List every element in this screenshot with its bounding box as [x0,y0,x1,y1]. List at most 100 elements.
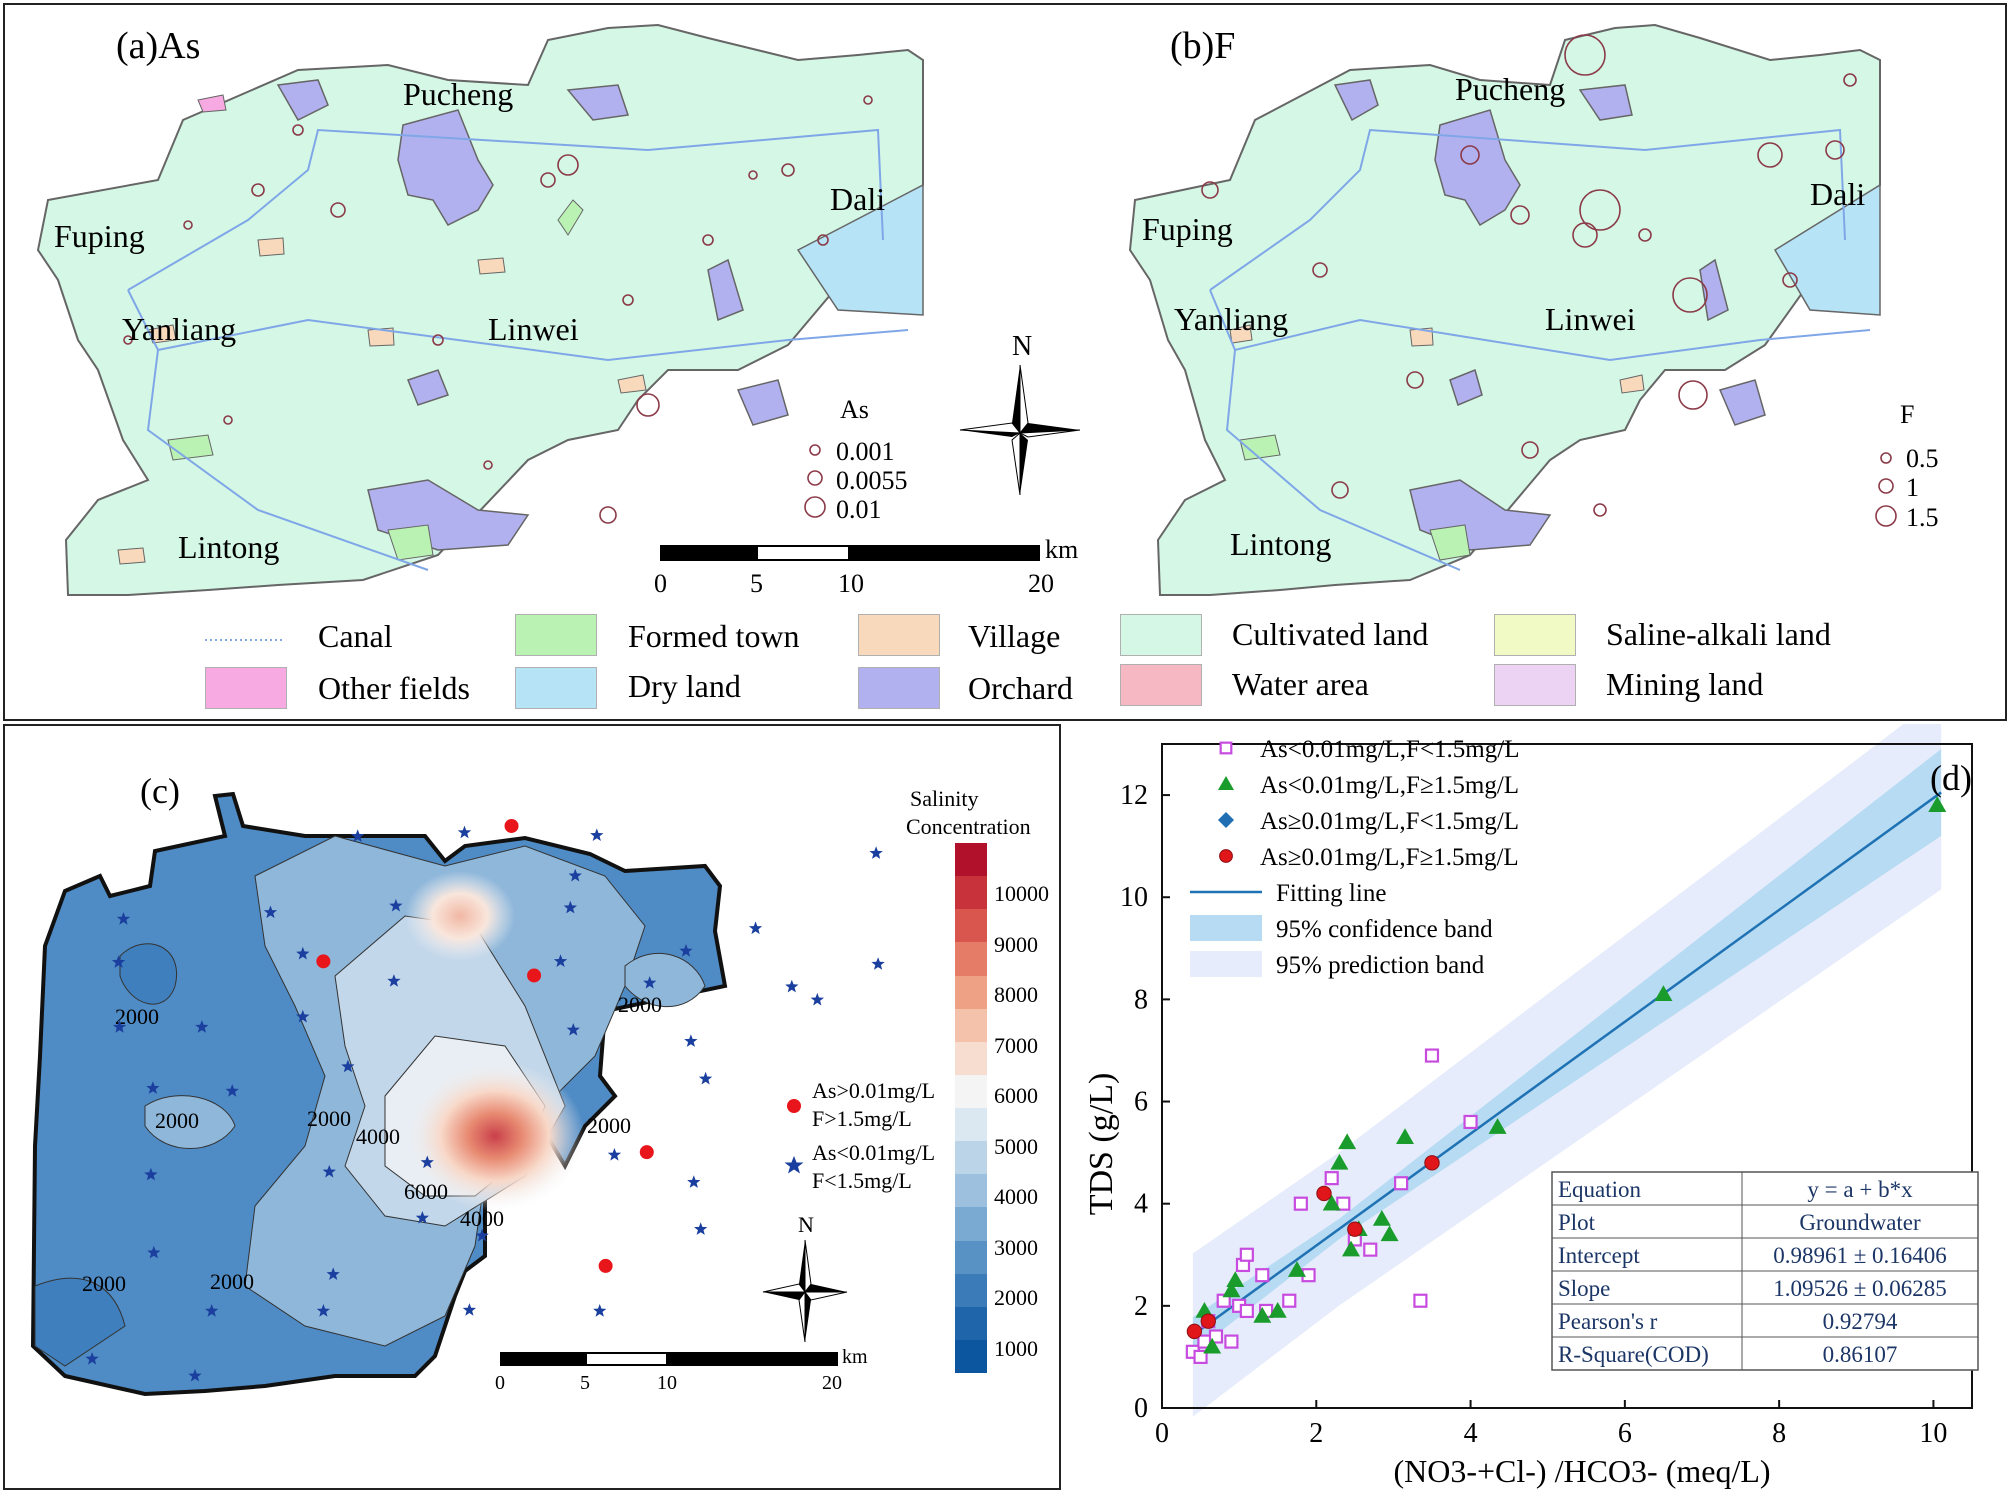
colorbar-ticks: 10000 9000 8000 7000 6000 5000 4000 3000 2000 100… [994,843,1064,1383]
legend-swatch-dry-land [515,667,597,709]
north-arrow: N [762,1212,848,1342]
scalebar-tick: 10 [657,1372,677,1394]
map-a-place-dali: Dali [830,181,885,217]
sample-star-marker [205,1304,219,1317]
legend-label-village: Village [968,618,1061,654]
map-panel-a: (a)As Pucheng Dali Fuping Yanliang Linwe… [36,23,924,596]
contour-label: 2000 [82,1271,126,1296]
high-salinity-core [405,1061,585,1211]
scatter-point [1208,1329,1224,1344]
sample-star-marker [389,898,403,912]
scatter-point [1255,1268,1270,1283]
legend-swatch-village [858,614,940,656]
colorbar-tick-label: 2000 [994,1285,1038,1310]
x-axis-label: (NO3-+Cl-) /HCO3- (meq/L) [1393,1453,1770,1489]
map-a-place-lintong: Lintong [178,529,279,565]
scatter-point [1186,1323,1203,1340]
map-b-size-legend-value: 0.5 [1906,444,1939,473]
sample-star-marker [144,1167,158,1181]
contour-label: 2000 [155,1108,199,1133]
panel-c-frame [3,724,1061,1490]
moderate-salinity-core [405,871,515,961]
map-a-place-yanliang: Yanliang [122,311,236,347]
sample-red-marker [598,1258,613,1273]
x-tick-label: 0 [1155,1418,1169,1449]
legend-swatch-other-fields [205,667,287,709]
map-b-place-lintong: Lintong [1230,526,1331,562]
scalebar-tick: 20 [1028,569,1054,598]
scatter-point [1394,1176,1409,1191]
legend-label-cultivated-land: Cultivated land [1232,616,1429,652]
sample-star-marker [684,1034,698,1047]
stats-table-key: R-Square(COD) [1558,1342,1709,1367]
sample-star-marker [85,1352,99,1365]
map-a-sample-circles [123,95,873,524]
sample-star-marker [147,1245,161,1259]
map-b-region [1128,23,1881,596]
y-tick-label: 10 [1120,882,1148,913]
sample-star-marker [687,1175,701,1188]
colorbar-tick-label: 5000 [994,1133,1038,1159]
scatter-point [1218,776,1234,790]
scalebar-unit: km [1045,535,1079,564]
x-tick-label: 10 [1919,1418,1947,1449]
sample-star-marker [326,1267,340,1280]
scatter-point [1219,849,1233,863]
legend-high-as-line2: F>1.5mg/L [812,1106,912,1131]
stats-table-value: 0.86107 [1823,1342,1898,1367]
contour-label: 2000 [115,1004,159,1029]
salinity-colorbar [955,843,987,1373]
scalebar-unit: km [842,1346,868,1368]
stats-table-value: 0.98961 ± 0.16406 [1773,1243,1947,1268]
scatter-point [1424,1155,1440,1171]
map-b-size-legend-title: F [1900,400,1915,429]
legend-swatch-cultivated-land [1120,614,1202,656]
colorbar-title-line2: Concentration [906,814,1031,839]
legend-label-water-area: Water area [1232,666,1369,702]
sample-star-marker [351,829,365,842]
scatter-point [1239,1247,1254,1262]
stats-table-value: y = a + b*x [1807,1177,1913,1202]
stats-table-key: Pearson's r [1558,1309,1658,1334]
scatter-point [1488,1118,1507,1134]
scatter-point [1347,1221,1363,1237]
map-panel-b: (b)F Pucheng Dali Fuping Yanliang Linwei… [1128,23,1881,596]
scatter-point [1268,1301,1287,1318]
contour-label: 2000 [587,1113,631,1138]
map-b-title: (b)F [1170,25,1235,67]
map-b-canals [1209,128,1871,571]
sample-star-marker [748,921,763,935]
legend-band-symbol [1190,951,1262,977]
chart-points [1185,796,1947,1364]
scatter-point [1363,1242,1378,1257]
sample-star-marker [643,976,657,989]
contour-label: 2000 [210,1269,254,1294]
scatter-point [1216,1293,1231,1308]
x-tick-label: 2 [1309,1418,1323,1449]
sample-red-marker [504,818,519,833]
sample-star-marker [457,825,472,839]
scalebar-tick: 20 [822,1372,842,1394]
map-b-place-yanliang: Yanliang [1174,301,1288,337]
fitting-line [1192,791,1942,1337]
legend-label-formed-town: Formed town [628,618,800,654]
map-b-size-legend-value: 1 [1906,473,1919,502]
colorbar-tick-label: 8000 [994,982,1038,1007]
stats-table-value: Groundwater [1799,1210,1921,1235]
scatter-point [1928,796,1947,813]
legend-label-mining-land: Mining land [1606,666,1764,702]
stats-table-value: 1.09526 ± 0.06285 [1773,1276,1947,1301]
scalebar-tick: 5 [750,569,763,598]
legend-low-as-line2: F<1.5mg/L [812,1168,912,1193]
legend-entry-label: As<0.01mg/L,F≥1.5mg/L [1260,772,1519,799]
scatter-point [1324,1171,1339,1186]
sample-star-marker [225,1084,239,1097]
stats-table-key: Intercept [1558,1243,1640,1268]
legend-label-saline-alkali-land: Saline-alkali land [1606,616,1831,652]
sample-star-marker [296,1009,310,1023]
sample-star-marker [607,1148,622,1161]
confidence-bands [1192,724,1942,1417]
legend-entry-label: As≥0.01mg/L,F<1.5mg/L [1260,808,1519,835]
legend-blue-star [784,1156,804,1174]
